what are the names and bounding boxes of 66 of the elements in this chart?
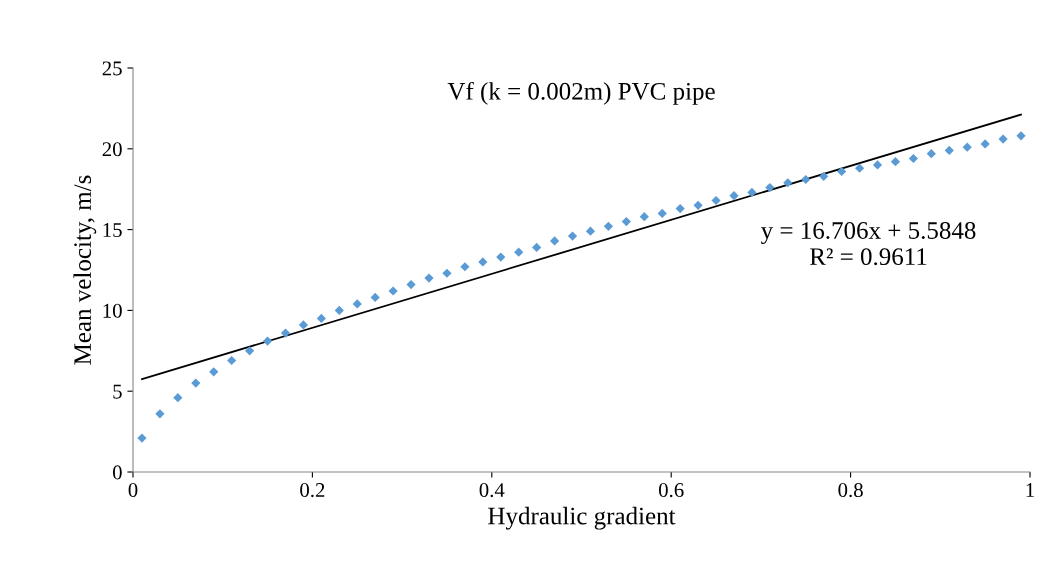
point (603, 221, 614, 231)
point (908, 153, 918, 164)
x-tick-label: 0.6 (658, 483, 684, 498)
point (819, 171, 829, 181)
point (962, 142, 972, 152)
point (191, 378, 201, 388)
point (567, 231, 578, 241)
y-tick-label: 0 (112, 465, 122, 480)
point (514, 247, 524, 257)
x-tick-label: 0.2 (300, 483, 325, 498)
x-tick-label: 0.4 (479, 483, 505, 498)
point (388, 286, 398, 296)
x-tick-label: 0 (128, 483, 138, 498)
point (657, 208, 667, 219)
point (944, 145, 954, 156)
point (298, 320, 309, 330)
point (837, 166, 847, 177)
point (262, 336, 273, 346)
point (783, 178, 793, 188)
y-tick-label: 15 (103, 223, 122, 238)
point (621, 216, 631, 227)
point (316, 313, 326, 324)
point (442, 268, 452, 278)
point (926, 149, 936, 159)
annotation: y = 16.706x + 5.5848 R² = 0.9611 (761, 222, 976, 266)
point (693, 200, 703, 210)
point (854, 163, 865, 173)
point (729, 191, 739, 201)
point (980, 139, 990, 149)
point (280, 328, 291, 338)
point (424, 273, 434, 283)
y-tick-label: 10 (103, 303, 122, 318)
y-tick-label: 25 (102, 61, 122, 76)
point (137, 433, 147, 443)
y-axis-title: Mean velocity, m/s (73, 175, 97, 365)
point (711, 195, 721, 206)
point (872, 160, 883, 170)
point (747, 187, 757, 198)
x-tick-label: 0.8 (838, 483, 863, 498)
point (334, 305, 344, 316)
point (352, 299, 362, 309)
point (370, 292, 380, 303)
point (585, 226, 596, 236)
point (478, 257, 488, 267)
y-tick-label: 20 (102, 142, 122, 157)
point (765, 182, 775, 193)
point (227, 355, 237, 366)
point (998, 134, 1008, 144)
point (173, 393, 183, 403)
point (496, 252, 506, 262)
point (532, 242, 542, 252)
point (1016, 131, 1026, 141)
x-axis-title: Hydraulic gradient (488, 506, 676, 530)
point (406, 279, 416, 290)
x-tick-label: 1 (1026, 483, 1034, 497)
point (675, 203, 685, 214)
y-tick-label: 5 (113, 384, 122, 399)
point (209, 367, 219, 377)
point (549, 236, 560, 246)
text: Vf (k = 0.002m) PVC pipe (447, 81, 715, 105)
point (460, 262, 470, 272)
point (639, 212, 649, 222)
point (245, 346, 255, 356)
point (801, 174, 811, 185)
point (890, 157, 901, 167)
point (155, 409, 165, 419)
